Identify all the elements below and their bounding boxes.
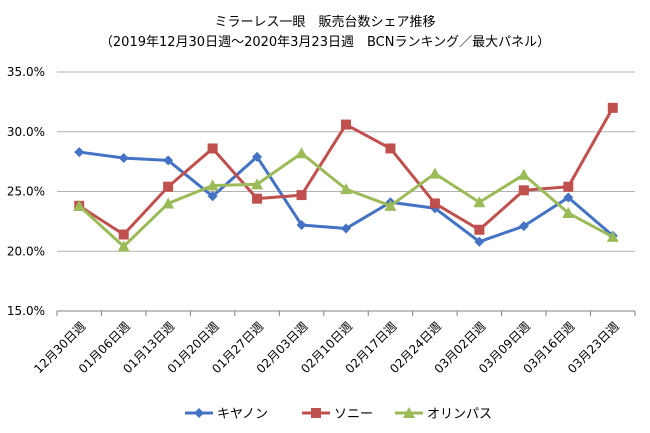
data-point bbox=[74, 147, 85, 158]
data-point bbox=[518, 185, 529, 196]
data-point bbox=[341, 119, 351, 130]
data-point bbox=[384, 199, 397, 211]
data-point bbox=[473, 196, 486, 208]
legend-label: オリンパス bbox=[427, 407, 492, 422]
series-3 bbox=[73, 147, 619, 252]
data-point bbox=[207, 191, 218, 202]
series-1 bbox=[74, 147, 618, 247]
data-point bbox=[562, 207, 575, 219]
legend-swatch-marker bbox=[311, 408, 321, 418]
data-point bbox=[385, 143, 396, 154]
data-point bbox=[341, 223, 351, 234]
data-point bbox=[296, 219, 307, 230]
data-point bbox=[162, 197, 175, 209]
chart-subtitle: （2019年12月30日週～2020年3月23日週 BCNランキング／最大パネル… bbox=[100, 35, 550, 50]
data-point bbox=[296, 190, 307, 201]
series-group bbox=[73, 102, 619, 252]
data-point bbox=[518, 221, 529, 232]
data-point bbox=[340, 183, 352, 195]
chart-title: ミラーレス一眼 販売台数シェア推移 bbox=[214, 14, 435, 30]
y-tick-label: 15.0% bbox=[7, 304, 45, 318]
legend-swatch-marker bbox=[403, 407, 415, 418]
data-point bbox=[73, 199, 86, 211]
data-point bbox=[428, 167, 441, 179]
data-point bbox=[563, 181, 574, 192]
data-point bbox=[118, 229, 129, 240]
data-point bbox=[606, 230, 619, 242]
legend-label: ソニー bbox=[334, 407, 373, 422]
legend-label: キヤノン bbox=[217, 407, 268, 422]
data-point bbox=[563, 192, 574, 203]
y-axis-ticks: 15.0% 20.0% 25.0% 30.0% 35.0% bbox=[7, 65, 45, 318]
data-point bbox=[163, 181, 174, 192]
data-point bbox=[118, 153, 129, 164]
data-point bbox=[429, 198, 440, 209]
data-point bbox=[206, 179, 219, 191]
data-point bbox=[252, 193, 263, 204]
data-point bbox=[474, 224, 485, 235]
data-point bbox=[474, 236, 485, 247]
data-point bbox=[251, 178, 264, 190]
legend-swatch-marker bbox=[194, 408, 204, 418]
data-point bbox=[117, 240, 130, 252]
legend: キヤノン ソニー オリンパス bbox=[185, 407, 492, 422]
y-tick-label: 30.0% bbox=[7, 125, 45, 139]
y-tick-label: 35.0% bbox=[7, 65, 45, 79]
data-point bbox=[163, 155, 174, 166]
y-tick-label: 25.0% bbox=[7, 185, 45, 199]
data-point bbox=[207, 143, 218, 154]
y-tick-label: 20.0% bbox=[7, 244, 45, 258]
data-point bbox=[517, 168, 530, 180]
x-axis-ticks: 12月30日週01月06日週01月13日週01月20日週01月27日週02月03… bbox=[31, 311, 636, 376]
data-point bbox=[607, 102, 618, 113]
data-point bbox=[252, 151, 263, 162]
data-point bbox=[295, 147, 308, 159]
